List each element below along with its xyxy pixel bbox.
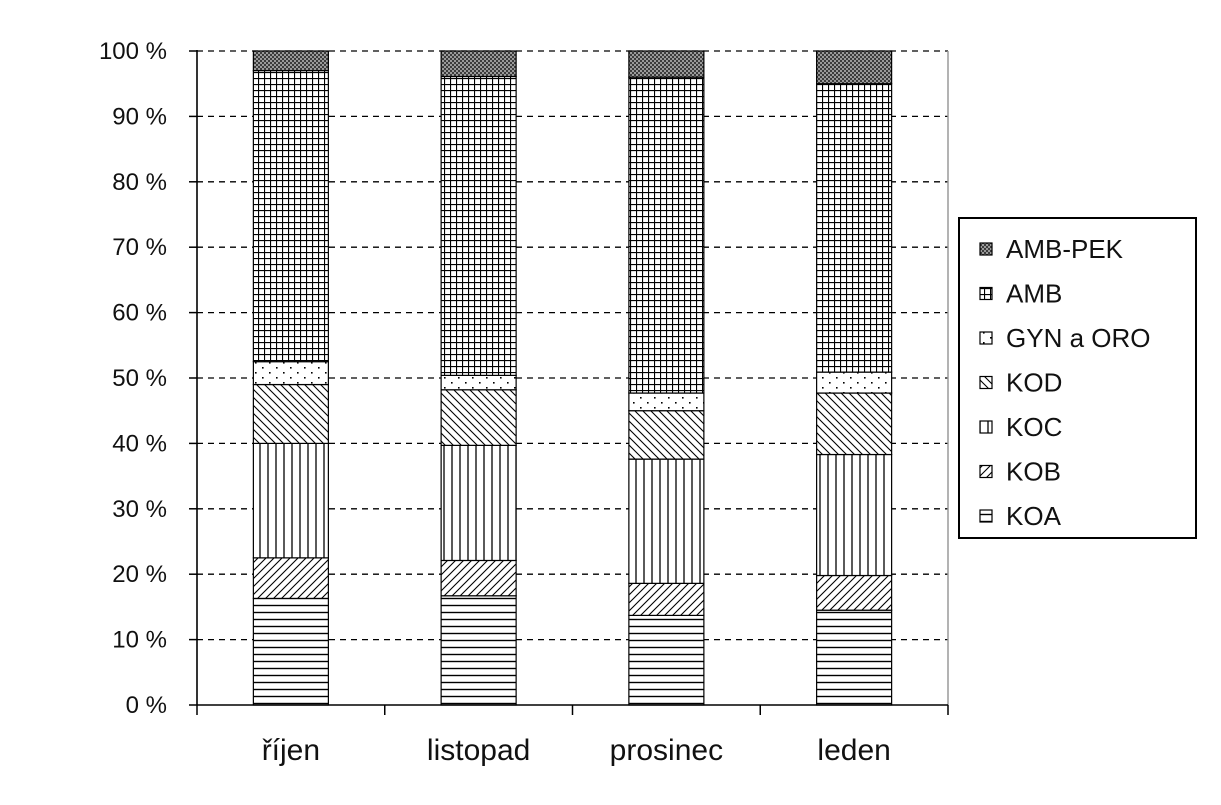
bar-segment-amb [440, 75, 517, 376]
bar-segment-gyn-a-oro [628, 392, 705, 412]
bar-segment-amb-pek [440, 50, 517, 78]
legend-label: KOC [1006, 412, 1062, 442]
bar-segment-amb [628, 76, 705, 394]
bar-segment-amb [252, 70, 329, 363]
legend-label: KOB [1006, 457, 1061, 487]
bar-segment-koc [252, 442, 329, 559]
x-tick-label: listopad [427, 734, 530, 767]
y-tick-label: 90 % [112, 103, 167, 130]
bar-segment-koa [440, 595, 517, 706]
legend-box [958, 217, 1197, 539]
legend-swatch-koc [979, 420, 993, 434]
bar-segment-koa [628, 614, 705, 706]
x-tick-label: leden [817, 734, 890, 767]
y-tick-label: 40 % [112, 430, 167, 457]
bar-segment-kod [628, 410, 705, 460]
y-tick-label: 30 % [112, 496, 167, 523]
y-tick-label: 70 % [112, 234, 167, 261]
legend-swatch-amb-pek [979, 242, 993, 256]
y-tick-label: 10 % [112, 627, 167, 654]
y-tick-label: 50 % [112, 365, 167, 392]
legend-swatch-amb [979, 286, 993, 301]
y-tick-label: 60 % [112, 300, 167, 327]
y-tick-label: 20 % [112, 561, 167, 588]
bar-segment-amb-pek [628, 50, 705, 78]
bar-segment-kod [816, 392, 893, 456]
x-tick-label: prosinec [610, 734, 723, 767]
bar-segment-amb-pek [252, 50, 329, 72]
legend-label: KOD [1006, 368, 1062, 398]
x-tick-label: říjen [262, 734, 320, 767]
legend-label: KOA [1006, 501, 1062, 531]
legend-swatch-koa [979, 509, 993, 523]
bar-segment-gyn-a-oro [440, 374, 517, 391]
bar-segment-kod [440, 389, 517, 446]
bar-segment-gyn-a-oro [816, 371, 893, 394]
legend-swatch-kob [979, 464, 993, 479]
bar-segment-gyn-a-oro [252, 361, 329, 386]
legend-label: AMB [1006, 279, 1062, 309]
legend-label: AMB-PEK [1006, 234, 1124, 264]
legend-swatch-kod [979, 375, 993, 390]
bar-segment-amb [816, 83, 893, 373]
bar-segment-kob [440, 559, 517, 597]
bar-segment-koa [816, 609, 893, 706]
y-tick-label: 0 % [126, 692, 167, 719]
bar-segment-kob [816, 574, 893, 611]
y-tick-label: 80 % [112, 169, 167, 196]
bar-segment-kob [628, 582, 705, 617]
legend-swatch-gyn-a-oro [979, 331, 993, 345]
bar-segment-koa [252, 597, 329, 706]
legend-label: GYN a ORO [1006, 323, 1150, 353]
y-tick-label: 100 % [99, 38, 167, 65]
bar-segment-koc [816, 453, 893, 577]
bar-segment-koc [628, 458, 705, 584]
bar-segment-koc [440, 444, 517, 562]
bar-segment-amb-pek [816, 50, 893, 85]
bar-segment-kob [252, 557, 329, 599]
bar-segment-kod [252, 383, 329, 445]
